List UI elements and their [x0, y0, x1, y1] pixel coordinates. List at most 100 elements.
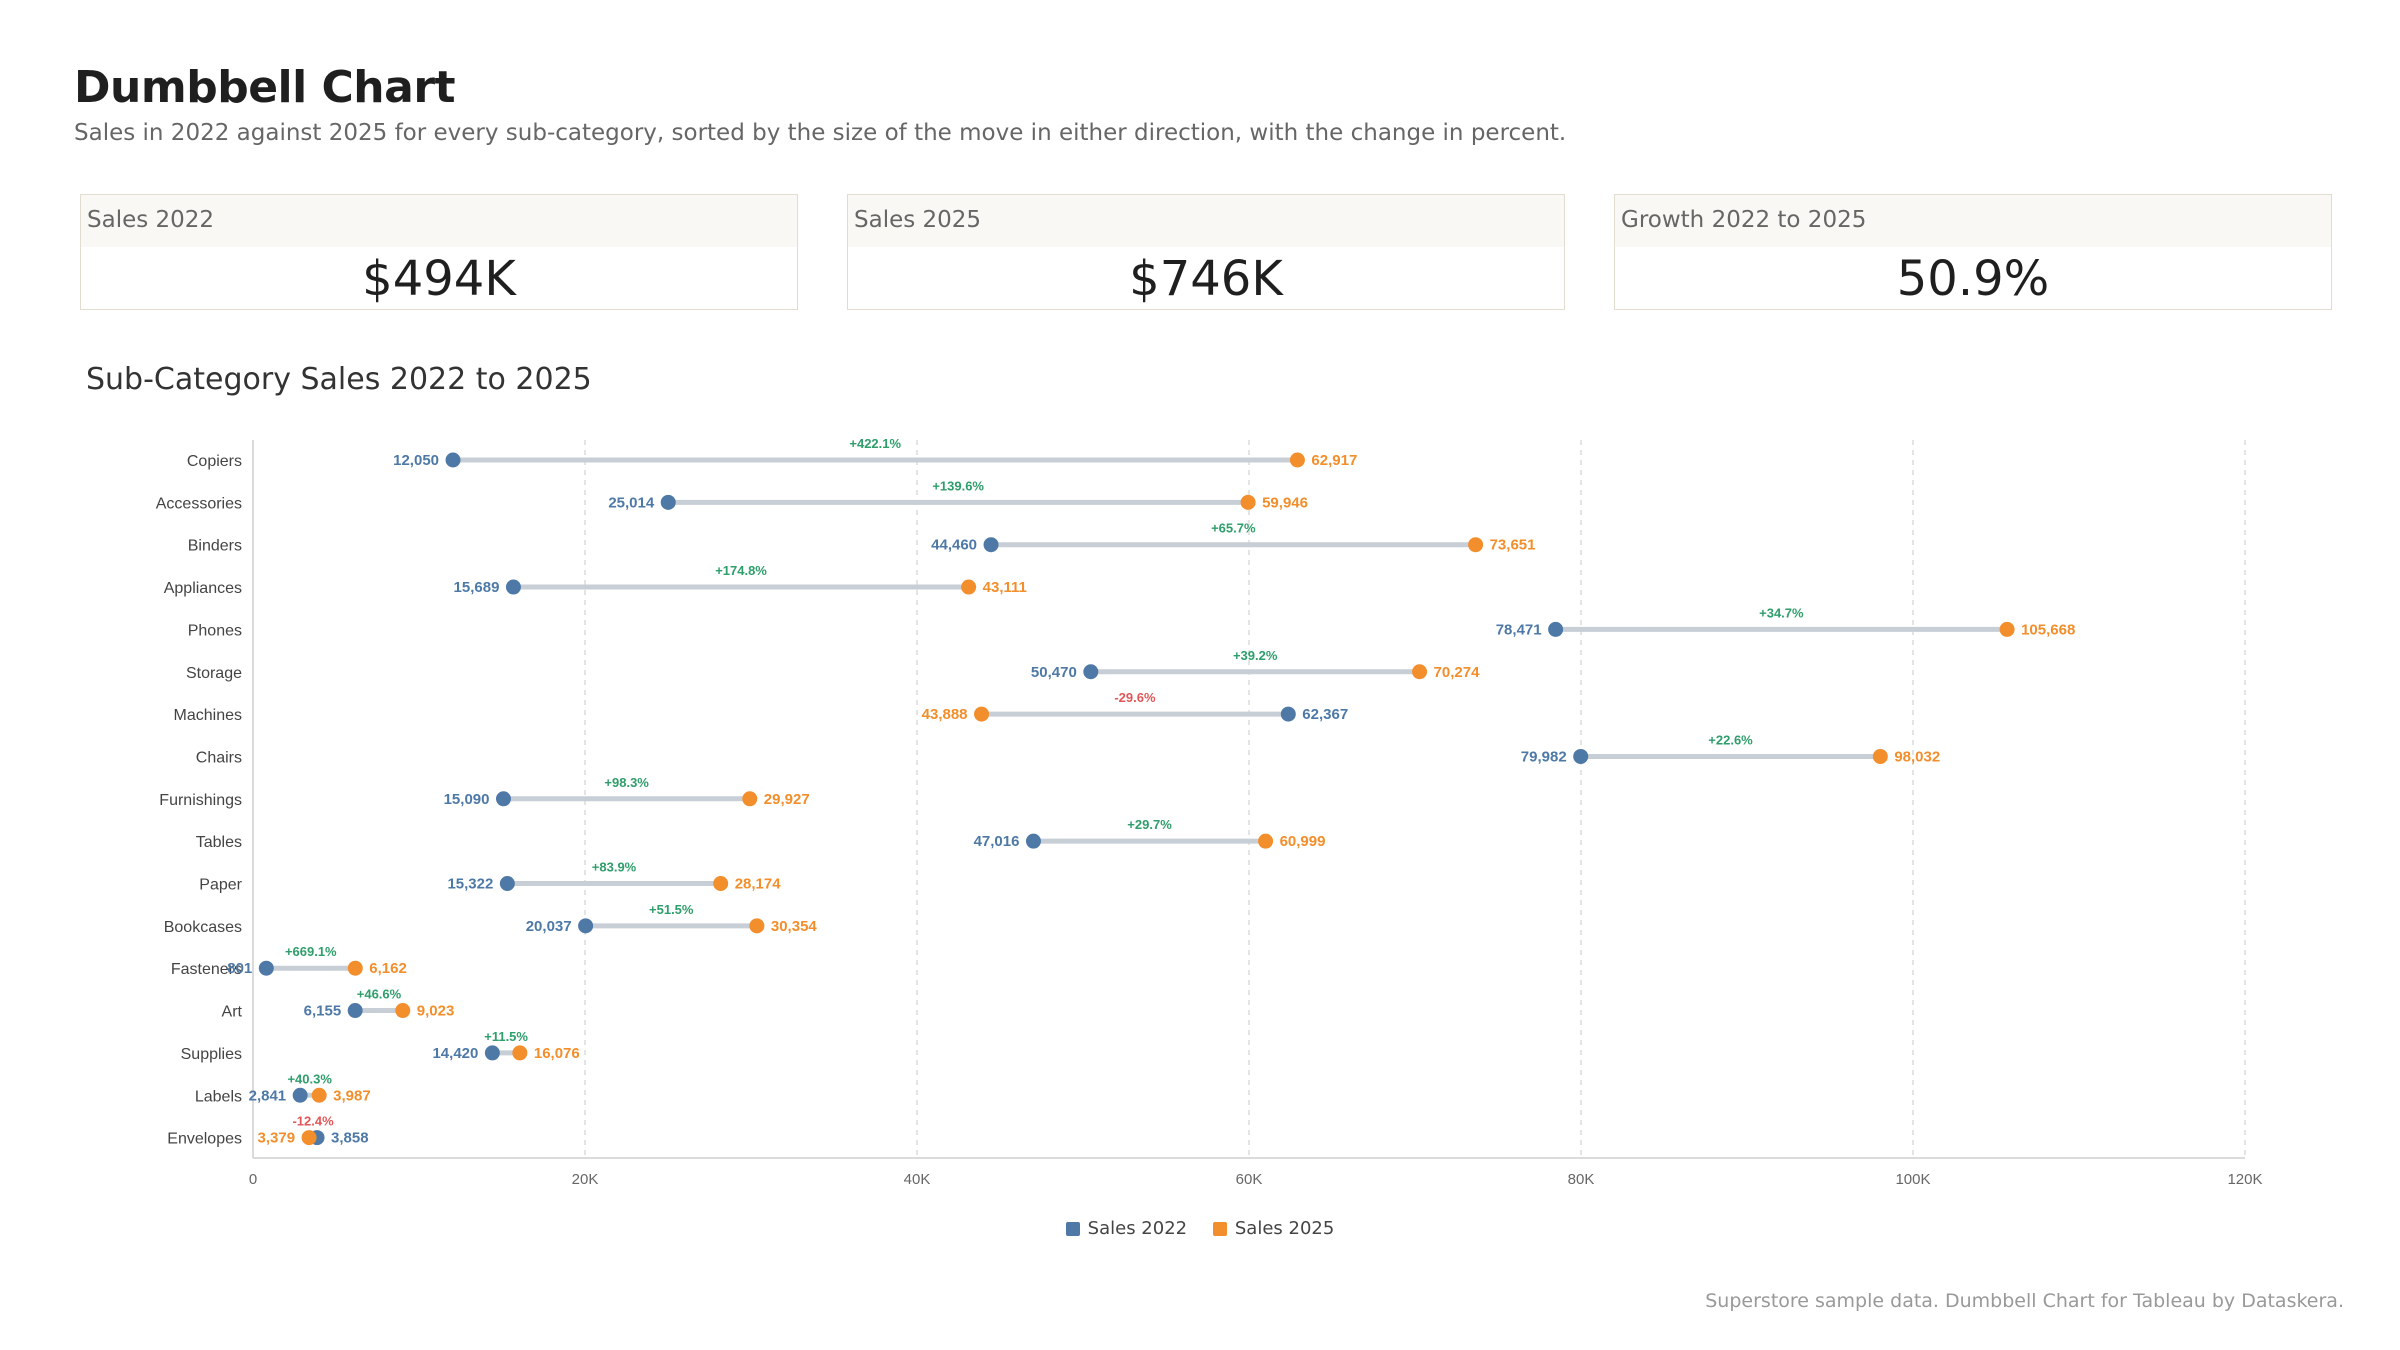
chart-legend: Sales 2022 Sales 2025 [0, 1218, 2400, 1241]
dot-sales-2025 [1258, 833, 1274, 849]
kpi-label: Growth 2022 to 2025 [1615, 195, 2331, 247]
value-label-2022: 25,014 [608, 494, 655, 511]
dot-sales-2025 [311, 1087, 327, 1103]
value-label-2022: 20,037 [526, 918, 572, 935]
kpi-value: $746K [1129, 251, 1283, 307]
dot-sales-2022 [660, 494, 676, 510]
value-label-2022: 2,841 [249, 1087, 287, 1104]
chart-title: Sub-Category Sales 2022 to 2025 [86, 362, 592, 397]
category-label: Bookcases [164, 919, 242, 936]
category-label: Chairs [196, 749, 242, 766]
kpi-value: $494K [362, 251, 516, 307]
legend-item-sales-2025[interactable]: Sales 2025 [1212, 1218, 1335, 1239]
dot-sales-2022 [258, 960, 274, 976]
dot-sales-2022 [1573, 748, 1589, 764]
kpi-card-growth: Growth 2022 to 2025 50.9% [1614, 194, 2332, 310]
value-label-2022: 14,420 [432, 1045, 478, 1062]
footer-note: Superstore sample data. Dumbbell Chart f… [1705, 1290, 2344, 1312]
dot-sales-2022 [1025, 833, 1041, 849]
value-label-2025: 3,987 [333, 1087, 371, 1104]
category-label: Binders [188, 538, 242, 555]
change-label: +34.7% [1759, 605, 1804, 620]
x-tick-label: 20K [572, 1171, 599, 1188]
page-title: Dumbbell Chart [74, 62, 456, 113]
dot-sales-2022 [1083, 664, 1099, 680]
x-tick-label: 0 [249, 1171, 257, 1188]
value-label-2025: 9,023 [417, 1003, 455, 1020]
dot-sales-2022 [578, 918, 594, 934]
value-label-2025: 73,651 [1490, 537, 1536, 554]
change-label: +139.6% [932, 478, 984, 493]
x-tick-label: 80K [1568, 1171, 1595, 1188]
category-label: Paper [199, 877, 242, 894]
dot-sales-2025 [749, 918, 765, 934]
category-label: Accessories [156, 495, 242, 512]
change-label: +422.1% [849, 436, 901, 451]
x-tick-label: 60K [1236, 1171, 1263, 1188]
value-label-2025: 28,174 [735, 876, 782, 893]
value-label-2025: 62,917 [1311, 452, 1357, 469]
dot-sales-2025 [974, 706, 990, 722]
category-label: Phones [188, 622, 242, 639]
dot-sales-2022 [347, 1003, 363, 1019]
dot-sales-2022 [1280, 706, 1296, 722]
page-subtitle: Sales in 2022 against 2025 for every sub… [74, 120, 1567, 146]
category-label: Art [222, 1004, 243, 1021]
category-label: Tables [196, 834, 242, 851]
value-label-2022: 15,090 [444, 791, 490, 808]
dot-sales-2025 [742, 791, 758, 807]
value-label-2025: 43,111 [983, 579, 1027, 596]
value-label-2025: 6,162 [369, 960, 407, 977]
category-label: Storage [186, 665, 242, 682]
dot-sales-2022 [495, 791, 511, 807]
category-label: Labels [195, 1088, 242, 1105]
dot-sales-2025 [1240, 494, 1256, 510]
dot-sales-2022 [983, 537, 999, 553]
value-label-2025: 59,946 [1262, 494, 1308, 511]
change-label: +46.6% [357, 987, 402, 1002]
kpi-value: 50.9% [1896, 251, 2050, 307]
kpi-card-sales-2025: Sales 2025 $746K [847, 194, 1565, 310]
value-label-2022: 79,982 [1521, 748, 1567, 765]
dot-sales-2025 [1412, 664, 1428, 680]
change-label: +669.1% [285, 944, 337, 959]
value-label-2022: 47,016 [974, 833, 1020, 850]
dot-sales-2025 [512, 1045, 528, 1061]
dot-sales-2022 [484, 1045, 500, 1061]
dot-sales-2025 [961, 579, 977, 595]
kpi-label: Sales 2025 [848, 195, 1564, 247]
kpi-card-sales-2022: Sales 2022 $494K [80, 194, 798, 310]
dot-sales-2022 [505, 579, 521, 595]
change-label: +22.6% [1708, 732, 1753, 747]
value-label-2022: 78,471 [1496, 621, 1542, 638]
dot-sales-2025 [1999, 621, 2015, 637]
value-label-2025: 60,999 [1280, 833, 1326, 850]
legend-item-sales-2022[interactable]: Sales 2022 [1065, 1218, 1188, 1239]
dot-sales-2025 [713, 876, 729, 891]
value-label-2022: 801 [227, 960, 252, 977]
x-tick-label: 40K [904, 1171, 931, 1188]
value-label-2025: 16,076 [534, 1045, 580, 1062]
value-label-2022: 15,322 [447, 876, 493, 893]
legend-label-2022: Sales 2022 [1087, 1218, 1188, 1239]
change-label: +98.3% [604, 775, 649, 790]
category-label: Fasteners [171, 961, 242, 978]
category-label: Appliances [164, 580, 242, 597]
dot-sales-2022 [1548, 621, 1564, 637]
value-label-2025: 30,354 [771, 918, 818, 935]
legend-swatch-2025 [1212, 1221, 1227, 1236]
dot-sales-2022 [292, 1087, 308, 1103]
value-label-2022: 50,470 [1031, 664, 1077, 681]
kpi-label: Sales 2022 [81, 195, 797, 247]
legend-label-2025: Sales 2025 [1234, 1218, 1335, 1239]
change-label: +174.8% [715, 563, 767, 578]
value-label-2022: 44,460 [931, 537, 977, 554]
change-label: +51.5% [649, 902, 694, 917]
category-label: Envelopes [167, 1131, 242, 1148]
value-label-2025: 29,927 [764, 791, 810, 808]
change-label: +11.5% [484, 1029, 528, 1044]
value-label-2025: 98,032 [1894, 748, 1940, 765]
dot-sales-2025 [1468, 537, 1484, 553]
change-label: +65.7% [1211, 521, 1256, 536]
